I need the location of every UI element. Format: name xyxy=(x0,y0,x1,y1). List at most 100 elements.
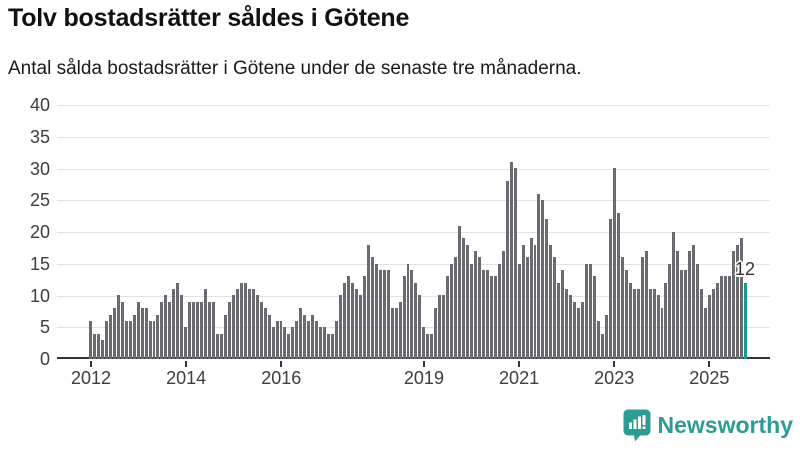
x-tick-label: 2023 xyxy=(594,368,635,388)
x-tick-mark xyxy=(422,361,425,367)
bar xyxy=(716,283,720,359)
bar xyxy=(462,238,466,359)
bar xyxy=(585,264,589,359)
y-tick-label: 40 xyxy=(29,95,50,115)
bar xyxy=(299,308,303,359)
x-tick-mark xyxy=(613,361,616,367)
bar xyxy=(529,238,533,359)
bar xyxy=(473,251,477,359)
bar xyxy=(112,308,116,359)
bar xyxy=(497,264,501,359)
bar xyxy=(720,276,723,359)
bar xyxy=(350,283,354,359)
bar xyxy=(327,334,331,359)
bar xyxy=(386,270,390,359)
bar xyxy=(394,308,398,359)
bar xyxy=(104,321,108,359)
bar xyxy=(216,334,219,359)
bar xyxy=(358,295,362,359)
x-tick-label: 2014 xyxy=(166,368,207,388)
bar xyxy=(235,289,239,359)
bar xyxy=(597,321,600,359)
bar xyxy=(565,289,569,359)
bar xyxy=(430,334,434,359)
bar xyxy=(708,295,712,359)
gridline xyxy=(57,105,770,106)
bar xyxy=(303,315,307,359)
y-tick-label: 5 xyxy=(39,317,50,337)
bar xyxy=(140,308,144,359)
bar xyxy=(739,238,743,359)
bar xyxy=(700,289,704,359)
bar xyxy=(192,302,196,359)
bar xyxy=(382,270,386,359)
bar xyxy=(212,302,215,359)
bar xyxy=(485,270,489,359)
gridline xyxy=(57,137,770,138)
bar xyxy=(374,264,378,359)
x-tick-label: 2021 xyxy=(499,368,540,388)
bar xyxy=(188,302,192,359)
chart-subtitle: Antal sålda bostadsrätter i Götene under… xyxy=(8,58,582,79)
bar-series xyxy=(89,105,747,359)
bar xyxy=(251,289,255,359)
bar xyxy=(608,219,612,359)
bar xyxy=(672,232,676,359)
x-tick-label: 2012 xyxy=(70,368,111,388)
x-tick-label: 2025 xyxy=(689,368,730,388)
bar xyxy=(517,264,521,359)
x-tick-mark xyxy=(280,361,283,367)
bar xyxy=(525,257,529,359)
bar xyxy=(573,302,577,359)
bar xyxy=(727,276,731,359)
bar xyxy=(680,270,684,359)
bar xyxy=(152,321,156,359)
bar xyxy=(124,321,128,359)
bar xyxy=(168,302,172,359)
bar xyxy=(489,276,493,359)
bar xyxy=(144,308,148,359)
bar xyxy=(255,295,259,359)
bar xyxy=(346,276,350,359)
bar xyxy=(164,295,168,359)
bar xyxy=(533,245,537,359)
bar xyxy=(231,295,235,359)
bar xyxy=(172,289,176,359)
bar xyxy=(414,283,418,359)
bar xyxy=(275,321,279,359)
bar xyxy=(481,270,485,359)
bar xyxy=(120,302,124,359)
bar xyxy=(501,251,505,359)
bar xyxy=(660,308,664,359)
bar xyxy=(521,245,525,359)
bar xyxy=(243,283,247,359)
bar xyxy=(656,295,660,359)
bar xyxy=(704,308,708,359)
bar xyxy=(291,327,295,359)
chart-title: Tolv bostadsrätter såldes i Götene xyxy=(8,4,410,32)
bar xyxy=(604,315,608,359)
bar xyxy=(418,295,422,359)
newsworthy-logo[interactable]: Newsworthy xyxy=(623,409,793,442)
bar xyxy=(446,276,450,359)
bar xyxy=(180,295,184,359)
bar xyxy=(620,257,624,359)
x-tick-mark xyxy=(708,361,711,367)
bar xyxy=(735,245,739,359)
bar xyxy=(688,251,692,359)
bar xyxy=(513,168,517,359)
bar xyxy=(184,327,188,359)
bar xyxy=(259,302,263,359)
bar xyxy=(354,289,358,359)
bar xyxy=(434,308,438,359)
bar xyxy=(239,283,243,359)
y-tick-label: 35 xyxy=(29,127,50,147)
plot-area xyxy=(57,105,770,359)
bar xyxy=(628,283,632,359)
bar xyxy=(577,308,581,359)
bar xyxy=(652,289,656,359)
bar xyxy=(712,289,716,359)
bar xyxy=(692,245,696,359)
bar xyxy=(450,264,454,359)
bar xyxy=(624,270,628,359)
